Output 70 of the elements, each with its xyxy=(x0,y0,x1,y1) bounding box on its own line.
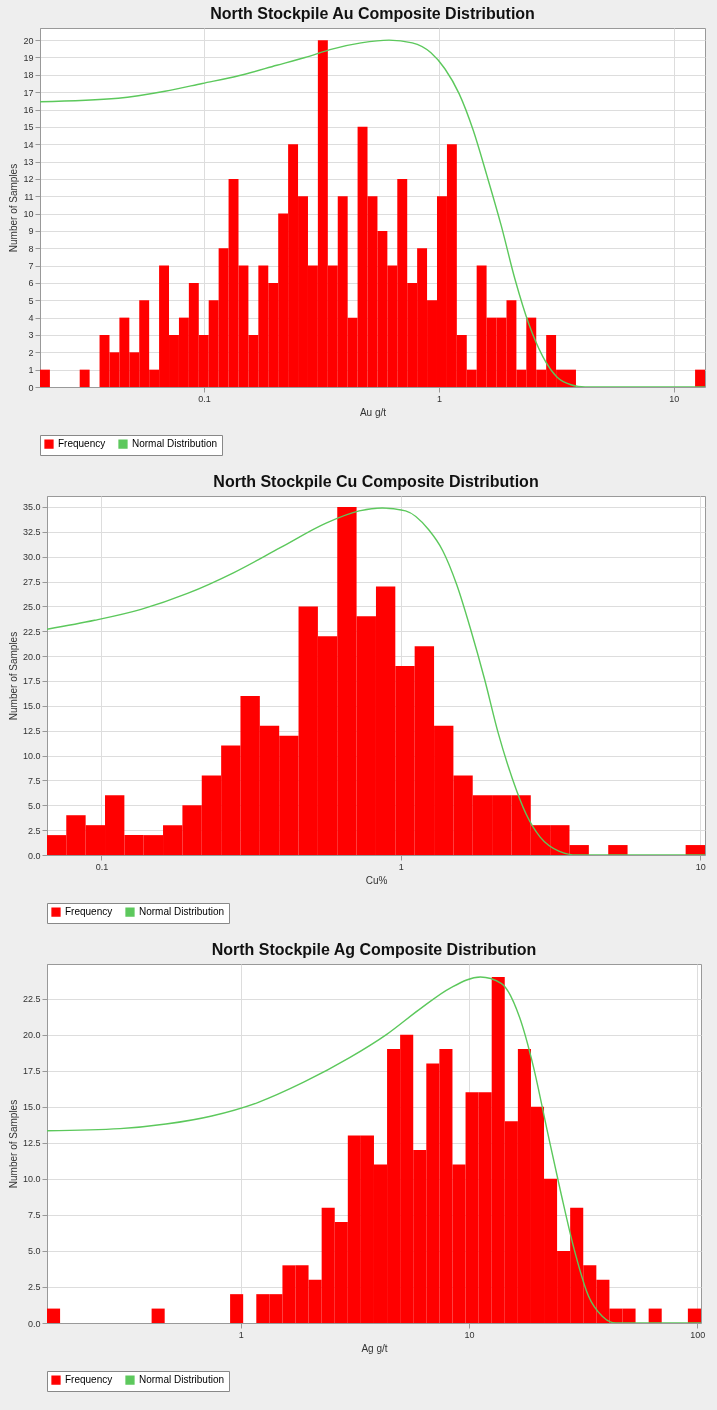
y-tick-label: 17 xyxy=(23,87,34,98)
y-tick-label: 22.5 xyxy=(22,994,41,1005)
x-axis-title: Cu% xyxy=(365,874,388,886)
legend-label: Frequency xyxy=(58,438,106,450)
y-tick-label: 17.5 xyxy=(22,1066,41,1077)
y-tick-label: 3 xyxy=(28,330,34,341)
y-tick-label: 13 xyxy=(23,157,34,168)
y-tick-label: 10.0 xyxy=(22,751,41,762)
y-tick-label: 11 xyxy=(24,191,34,202)
y-tick-label: 27.5 xyxy=(22,577,41,588)
y-axis-title: Number of Samples xyxy=(7,1099,19,1189)
y-tick-label: 2 xyxy=(28,347,34,358)
y-tick-label: 16 xyxy=(23,105,34,116)
y-tick-label: 15.0 xyxy=(22,1102,41,1113)
y-tick-label: 4 xyxy=(28,313,34,324)
y-tick-label: 1 xyxy=(28,365,34,376)
y-tick-label: 7 xyxy=(28,261,34,272)
x-tick-label: 1 xyxy=(436,393,442,404)
y-tick-label: 20.0 xyxy=(22,651,41,662)
y-tick-label: 0.0 xyxy=(27,1318,41,1329)
legend-label: Normal Distribution xyxy=(139,1374,225,1386)
y-tick-label: 5.0 xyxy=(27,800,41,811)
y-tick-label: 7.5 xyxy=(27,775,41,786)
y-tick-label: 12.5 xyxy=(22,1138,41,1149)
y-tick-label: 5.0 xyxy=(27,1246,41,1257)
x-tick-label: 10 xyxy=(464,1329,475,1340)
y-tick-label: 14 xyxy=(23,139,34,150)
y-tick-label: 12 xyxy=(23,174,34,185)
y-tick-label: 22.5 xyxy=(22,626,41,637)
y-tick-label: 10 xyxy=(23,209,34,220)
y-tick-label: 32.5 xyxy=(22,527,41,538)
y-axis-title: Number of Samples xyxy=(8,163,20,253)
legend-label: Normal Distribution xyxy=(139,906,225,918)
y-tick-label: 0.0 xyxy=(27,850,41,861)
legend-label: Normal Distribution xyxy=(132,438,218,450)
y-tick-label: 30.0 xyxy=(22,552,41,563)
y-tick-label: 7.5 xyxy=(27,1210,41,1221)
y-tick-label: 35.0 xyxy=(22,502,41,513)
y-tick-label: 6 xyxy=(28,278,34,289)
x-tick-label: 10 xyxy=(695,861,706,872)
x-tick-label: 10 xyxy=(669,393,680,404)
legend-label: Frequency xyxy=(65,1374,113,1386)
legend-label: Frequency xyxy=(65,906,113,918)
y-tick-label: 2.5 xyxy=(27,1282,41,1293)
chart-title: North Stockpile Ag Composite Distribution xyxy=(211,941,537,958)
x-tick-label: 0.1 xyxy=(95,861,109,872)
y-tick-label: 0 xyxy=(28,382,34,393)
x-axis-title: Au g/t xyxy=(359,406,387,418)
chart-title: North Stockpile Cu Composite Distribution xyxy=(213,473,539,490)
x-axis-title: Ag g/t xyxy=(361,1342,388,1354)
y-tick-label: 5 xyxy=(28,295,34,306)
y-tick-label: 10.0 xyxy=(22,1174,41,1185)
y-tick-label: 18 xyxy=(23,70,34,81)
y-axis-title: Number of Samples xyxy=(7,631,19,721)
y-tick-label: 9 xyxy=(28,226,34,237)
y-tick-label: 8 xyxy=(28,243,34,254)
x-tick-label: 1 xyxy=(398,861,404,872)
x-tick-label: 1 xyxy=(238,1329,244,1340)
y-tick-label: 19 xyxy=(23,52,34,63)
y-tick-label: 20 xyxy=(23,35,34,46)
y-tick-label: 2.5 xyxy=(27,825,41,836)
y-tick-label: 15 xyxy=(23,122,34,133)
x-tick-label: 100 xyxy=(690,1329,706,1340)
y-tick-label: 12.5 xyxy=(22,726,41,737)
y-tick-label: 25.0 xyxy=(22,601,41,612)
x-tick-label: 0.1 xyxy=(198,393,211,404)
chart-title: North Stockpile Au Composite Distribution xyxy=(210,5,535,22)
y-tick-label: 17.5 xyxy=(22,676,41,687)
y-tick-label: 15.0 xyxy=(22,701,41,712)
y-tick-label: 20.0 xyxy=(22,1030,41,1041)
